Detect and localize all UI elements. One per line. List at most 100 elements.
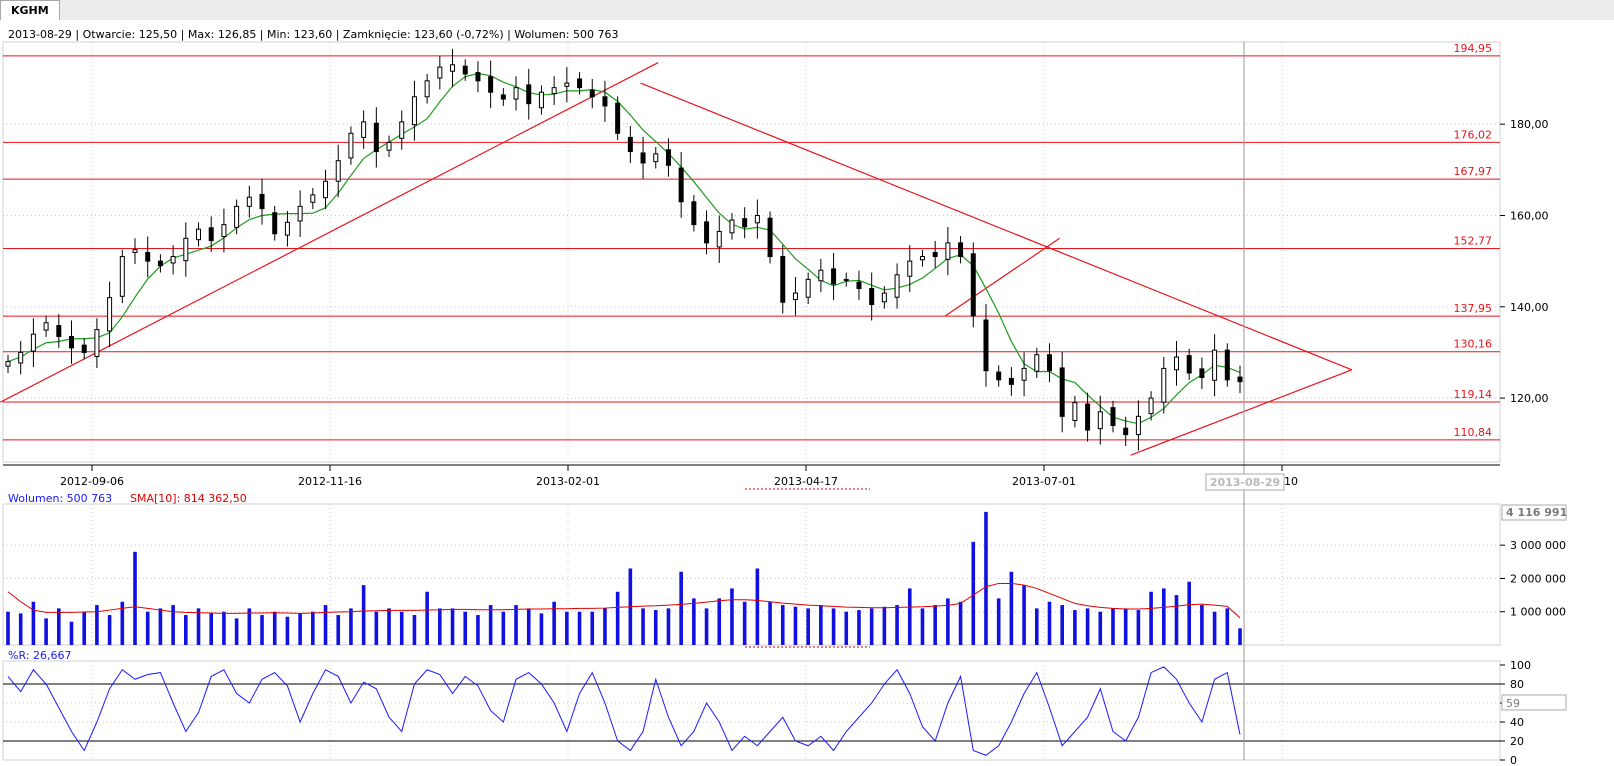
- chart-panel[interactable]: 194,95 176,02 167,97 152,77 137,95 130,16 119,…: [0, 20, 1614, 766]
- volume-bar: [57, 608, 61, 645]
- volume-bar: [793, 606, 798, 645]
- candle-body: [157, 260, 163, 267]
- candle-body: [335, 160, 341, 182]
- candle-body: [424, 80, 430, 98]
- volume-bar: [272, 611, 277, 645]
- candle-body: [1008, 377, 1014, 385]
- candle-body: [589, 89, 595, 98]
- volume-tick-label: 2 000 000: [1510, 572, 1566, 585]
- volume-bar: [615, 591, 620, 645]
- volume-bar: [120, 601, 125, 645]
- volume-bar: [1174, 595, 1179, 645]
- volume-bar: [6, 611, 10, 645]
- candle-body: [818, 269, 824, 282]
- candle-body: [361, 121, 367, 138]
- volume-bar: [692, 598, 696, 645]
- volume-bar: [311, 611, 315, 645]
- candle-body: [640, 152, 646, 164]
- candle-body: [1021, 367, 1027, 381]
- candle-body: [1199, 368, 1205, 379]
- candle-body: [132, 249, 138, 253]
- volume-bar: [539, 613, 544, 645]
- candle-body: [30, 333, 36, 352]
- volume-bar: [526, 608, 531, 645]
- volume-bar: [1187, 581, 1191, 645]
- candle-body: [1097, 411, 1103, 430]
- candle-body: [958, 242, 964, 258]
- volume-bar: [95, 605, 99, 645]
- volume-bar: [1161, 588, 1166, 645]
- volume-bar: [184, 615, 188, 645]
- candle-body: [107, 297, 113, 332]
- candle-body: [1072, 402, 1078, 421]
- volume-bar: [666, 608, 671, 645]
- candle-body: [1123, 427, 1129, 436]
- candle-body: [881, 292, 887, 303]
- trendline-up-recent: [1130, 369, 1352, 456]
- candle-body: [399, 121, 405, 139]
- wr-tick-label: 20: [1510, 735, 1524, 748]
- candle-body: [627, 136, 633, 153]
- volume-bar: [438, 608, 442, 645]
- volume-bar: [336, 615, 341, 645]
- volume-bar: [323, 605, 328, 645]
- candle-body: [996, 371, 1002, 381]
- candle-body: [729, 219, 735, 234]
- volume-bar: [196, 608, 201, 645]
- volume-bar: [18, 613, 23, 645]
- candlestick-series: [5, 48, 1243, 451]
- y-tick-label: 140,00: [1510, 301, 1549, 314]
- volume-bar: [1034, 608, 1039, 645]
- volume-bar: [819, 605, 823, 645]
- candle-body: [919, 256, 925, 261]
- candle-body: [1085, 403, 1091, 431]
- volume-bar: [1238, 628, 1242, 645]
- volume-bar: [971, 541, 976, 645]
- wr-tick-label: 0: [1510, 754, 1517, 766]
- volume-bar: [780, 605, 785, 645]
- candle-body: [234, 205, 240, 228]
- volume-bar: [133, 551, 137, 645]
- grid: [2, 41, 1501, 761]
- volume-bar: [869, 608, 874, 645]
- wr-tick-label: 80: [1510, 678, 1524, 691]
- volume-sma-line: [7, 582, 1241, 619]
- candle-body: [119, 256, 125, 297]
- candle-body: [843, 278, 849, 281]
- volume-bar: [158, 608, 163, 645]
- level-label: 137,95: [1454, 302, 1493, 315]
- x-tick-label: 2013-04-17: [774, 475, 838, 488]
- volume-bar: [768, 601, 772, 645]
- level-label: 167,97: [1454, 165, 1493, 178]
- volume-bar: [82, 611, 87, 645]
- volume-bar: [920, 608, 925, 645]
- trend-lines: [0, 62, 1352, 456]
- volume-bar: [806, 608, 810, 645]
- wr-last-label: 59: [1506, 697, 1520, 710]
- wr-tick-label: 100: [1510, 659, 1531, 672]
- volume-bar: [1022, 585, 1026, 645]
- volume-bar: [247, 608, 252, 645]
- candle-body: [323, 180, 329, 199]
- candle-body: [411, 96, 417, 126]
- level-label: 130,16: [1454, 338, 1493, 351]
- candle-body: [742, 218, 748, 228]
- candle-body: [945, 242, 951, 260]
- volume-bar: [717, 598, 722, 645]
- candle-body: [564, 82, 570, 87]
- volume-bar: [1009, 571, 1014, 645]
- chart-canvas[interactable]: 194,95 176,02 167,97 152,77 137,95 130,16 119,…: [0, 20, 1614, 766]
- volume-bar: [742, 601, 747, 645]
- candle-body: [437, 66, 443, 79]
- volume-bar: [1073, 610, 1077, 645]
- volume-bar: [907, 588, 912, 645]
- candle-body: [18, 351, 24, 364]
- wr-tick-label: 40: [1510, 716, 1524, 729]
- candle-body: [869, 288, 875, 305]
- volume-tick-label: 3 000 000: [1510, 539, 1566, 552]
- x-tick-label: 2013-02-01: [536, 475, 600, 488]
- tab-kghm[interactable]: KGHM: [0, 0, 60, 21]
- volume-bar: [222, 611, 226, 645]
- candle-body: [221, 224, 227, 237]
- volume-bar: [857, 610, 861, 645]
